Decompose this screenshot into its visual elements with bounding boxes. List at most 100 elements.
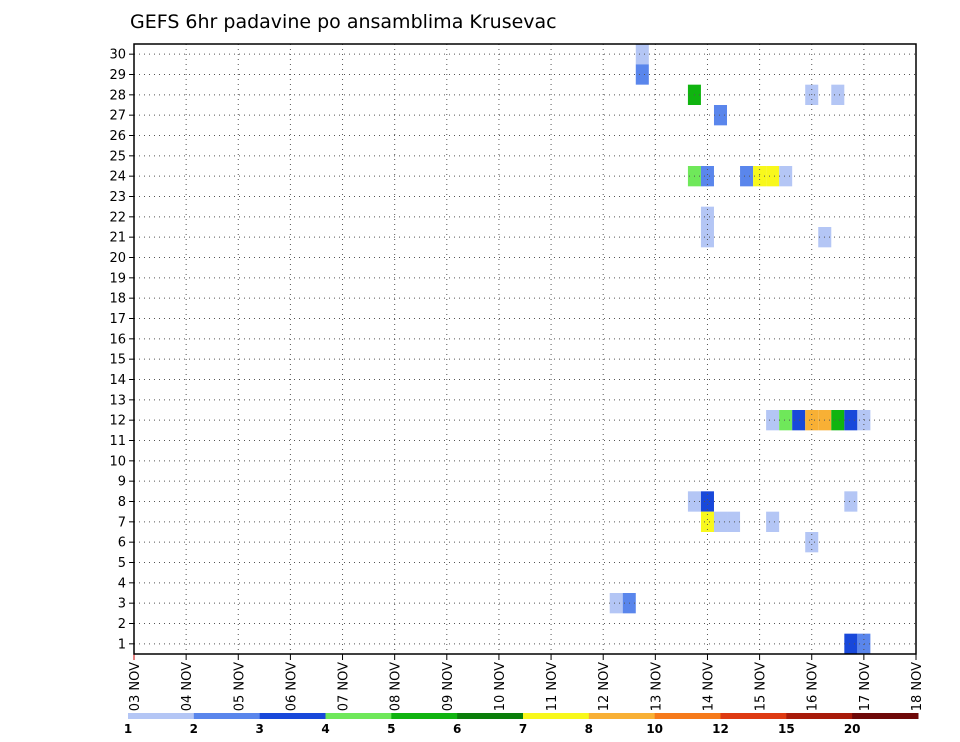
x-tick-label: 03 NOV [128,662,143,711]
precip-cell [805,532,819,553]
precip-cell [831,84,845,105]
y-tick-label: 13 [109,393,126,408]
x-tick-label: 04 NOV [180,662,195,711]
colorbar-label: 5 [387,722,395,736]
colorbar-segment [325,713,392,719]
colorbar-label: 7 [519,722,527,736]
x-tick-label: 08 NOV [389,662,404,711]
colorbar-segment [259,713,326,719]
colorbar-label: 3 [255,722,263,736]
colorbar-segment [786,713,853,719]
precip-cell [766,511,780,532]
colorbar-segment [654,713,721,719]
y-tick-label: 1 [118,637,126,652]
y-tick-label: 23 [109,190,126,205]
colorbar-segment [128,713,195,719]
precip-cell [700,166,714,187]
y-tick-label: 7 [118,515,126,530]
precip-cell [857,410,871,431]
y-tick-label: 26 [109,129,126,144]
colorbar-label: 20 [844,722,861,736]
colorbar-segment [720,713,787,719]
colorbar-label: 15 [778,722,795,736]
precip-cell [857,633,871,654]
colorbar-segment [523,713,590,719]
x-tick-label: 12 NOV [597,662,612,711]
x-tick-label: 07 NOV [337,662,352,711]
y-tick-label: 29 [109,68,126,83]
precipitation-cells [609,44,871,654]
colorbar-segment [457,713,524,719]
precip-cell [831,410,845,431]
y-tick-label: 15 [109,353,126,368]
y-tick-label: 25 [109,149,126,164]
colorbar-label: 4 [321,722,329,736]
colorbar-segment [391,713,458,719]
precip-cell [700,206,714,227]
colorbar-label: 6 [453,722,461,736]
y-tick-label: 18 [109,292,126,307]
y-tick-label: 5 [118,556,126,571]
y-tick-label: 12 [109,414,126,429]
grid-lines [134,44,916,654]
colorbar-label: 12 [712,722,729,736]
x-tick-label: 05 NOV [232,662,247,711]
precip-cell [844,491,858,512]
precip-cell [779,166,793,187]
y-tick-label: 4 [118,576,126,591]
x-tick-label: 15 NOV [754,662,769,711]
y-tick-label: 6 [118,536,126,551]
precip-cell [700,511,714,532]
y-tick-label: 14 [109,373,126,388]
precip-cell [609,593,623,614]
precip-cell [766,410,780,431]
colorbar-segment [193,713,261,719]
plot-frame [133,43,917,655]
colorbar: 1 2 3 4 5 6 7 8 10 12 15 20 [124,713,919,736]
x-tick-label: 06 NOV [284,662,299,711]
x-tick-label: 09 NOV [441,662,456,711]
y-tick-label: 8 [118,495,126,510]
precip-cell [635,44,649,65]
x-tick-label: 14 NOV [701,662,716,711]
precip-cell [700,491,714,512]
y-tick-label: 20 [109,251,126,266]
colorbar-label: 2 [190,722,198,736]
y-tick-label: 10 [109,454,126,469]
precip-cell [635,64,649,85]
y-tick-label: 2 [118,617,126,632]
precip-cell [844,410,858,431]
y-tick-label: 27 [109,109,126,124]
y-axis: 1234567891011121314151617181920212223242… [109,48,134,652]
y-tick-label: 3 [118,597,126,612]
precip-cell [727,511,741,532]
y-tick-label: 9 [118,475,126,490]
x-axis: 03 NOV 04 NOV 05 NOV 06 NOV 07 NOV 08 NOV 09 N… [128,654,925,711]
precip-cell [766,166,780,187]
x-tick-label: 18 NOV [910,662,925,711]
x-tick-label: 16 NOV [806,662,821,711]
y-tick-label: 28 [109,88,126,103]
y-tick-label: 24 [109,170,126,185]
colorbar-segment [588,713,656,719]
y-tick-label: 11 [109,434,126,449]
precip-cell [700,227,714,248]
precip-cell [844,633,858,654]
colorbar-label: 10 [646,722,663,736]
y-tick-label: 30 [109,48,126,63]
precip-cell [779,410,793,431]
chart-title: GEFS 6hr padavine po ansamblima Krusevac [130,11,557,33]
x-tick-label: 10 NOV [493,662,508,711]
precip-cell [713,511,728,532]
x-tick-label: 11 NOV [545,662,560,711]
precip-cell [740,166,754,187]
colorbar-segment [852,713,919,719]
x-tick-label: 17 NOV [858,662,873,711]
colorbar-label: 1 [124,722,132,736]
precip-cell [805,410,819,431]
y-tick-label: 17 [109,312,126,327]
y-tick-label: 22 [109,210,126,225]
y-tick-label: 16 [109,332,126,347]
precip-cell [713,105,728,126]
